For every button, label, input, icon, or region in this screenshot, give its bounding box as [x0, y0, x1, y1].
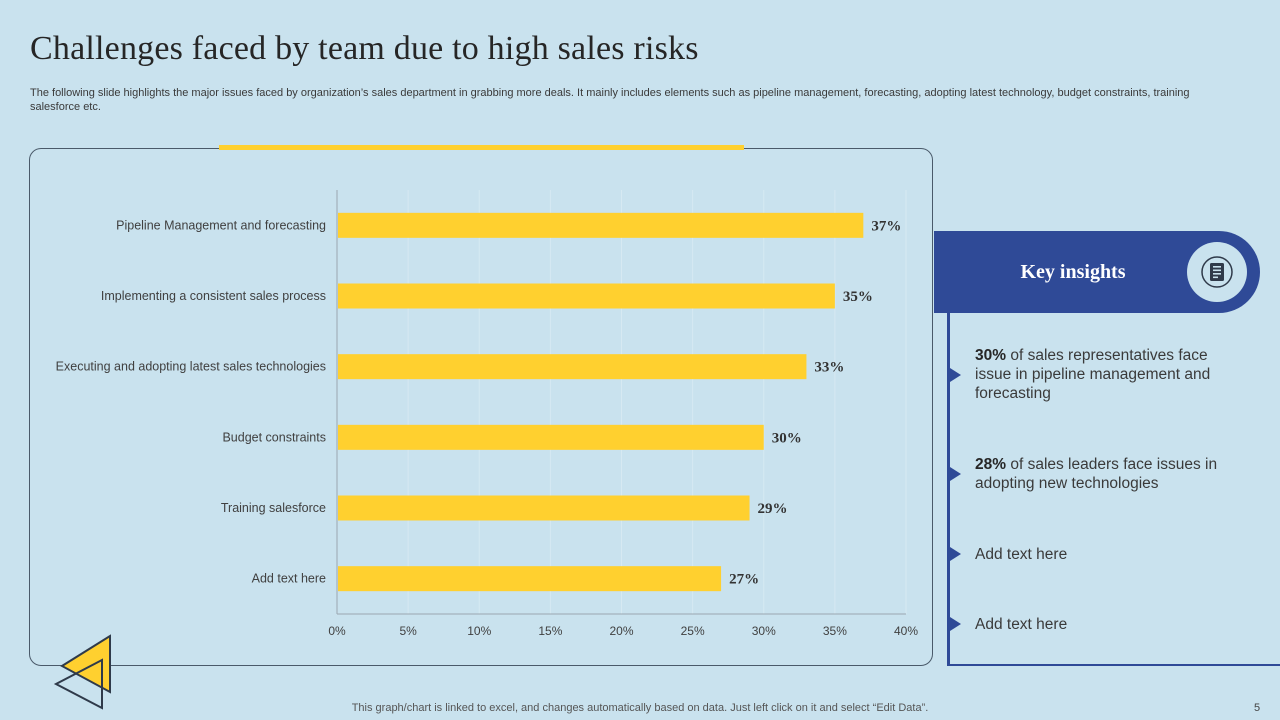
insight-highlight: 30%: [975, 347, 1007, 364]
category-label: Budget constraints: [222, 430, 326, 444]
insight-arrow-icon: [950, 467, 961, 481]
corner-triangles-icon: [53, 634, 111, 710]
insight-item: Add text here: [975, 615, 1245, 634]
insight-item: 30% of sales representatives face issue …: [975, 346, 1245, 403]
insight-arrow-icon: [950, 617, 961, 631]
x-tick-label: 5%: [399, 624, 417, 638]
category-label: Implementing a consistent sales process: [101, 289, 326, 303]
footer-note: This graph/chart is linked to excel, and…: [351, 702, 929, 714]
page-number: 5: [1254, 702, 1261, 714]
page-title: Challenges faced by team due to high sal…: [30, 30, 699, 67]
data-label: 33%: [814, 360, 844, 376]
insight-text: Add text here: [975, 616, 1068, 633]
category-label: Executing and adopting latest sales tech…: [56, 360, 326, 374]
insight-arrow-icon: [950, 547, 961, 561]
bar: [338, 212, 864, 238]
data-label: 27%: [729, 572, 759, 588]
x-tick-label: 0%: [328, 624, 346, 638]
data-label: 30%: [772, 430, 802, 446]
bar: [338, 424, 764, 450]
accent-bar: [219, 145, 744, 150]
insights-timeline: [947, 313, 950, 666]
category-label: Pipeline Management and forecasting: [116, 218, 326, 232]
category-label: Training salesforce: [221, 501, 326, 515]
x-tick-label: 40%: [894, 624, 918, 638]
data-label: 29%: [758, 501, 788, 517]
x-tick-label: 10%: [467, 624, 491, 638]
page-subtitle: The following slide highlights the major…: [30, 87, 1190, 113]
bar: [338, 354, 807, 380]
x-tick-label: 25%: [681, 624, 705, 638]
data-label: 35%: [843, 289, 873, 305]
category-label: Add text here: [252, 572, 326, 586]
x-tick-label: 30%: [752, 624, 776, 638]
x-tick-label: 35%: [823, 624, 847, 638]
data-label: 37%: [871, 218, 901, 234]
insight-item: Add text here: [975, 545, 1245, 564]
insights-header: Key insights: [934, 231, 1260, 313]
insights-title: Key insights: [1020, 261, 1126, 283]
insight-arrow-icon: [950, 368, 961, 382]
x-tick-label: 20%: [609, 624, 633, 638]
bar: [338, 566, 722, 592]
insight-text: Add text here: [975, 546, 1068, 563]
insights-baseline: [947, 664, 1280, 666]
insight-item: 28% of sales leaders face issues in adop…: [975, 455, 1245, 493]
bar: [338, 283, 835, 309]
insight-text: of sales leaders face issues in adopting…: [975, 456, 1218, 492]
x-tick-label: 15%: [538, 624, 562, 638]
bar: [338, 495, 750, 521]
document-checklist-icon: [1187, 242, 1247, 302]
insight-highlight: 28%: [975, 456, 1007, 473]
insight-text: of sales representatives face issue in p…: [975, 347, 1211, 402]
